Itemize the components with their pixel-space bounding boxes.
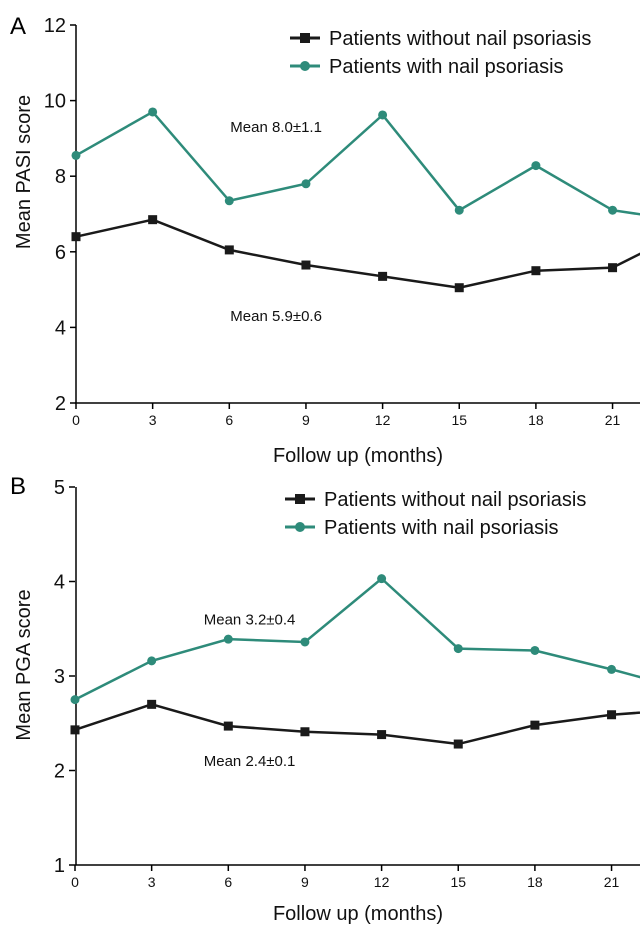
- panel-b-series: [70, 574, 640, 749]
- data-point-with-nail: [453, 644, 463, 654]
- panel-b-legend-without-nail: Patients without nail psoriasis: [324, 489, 586, 511]
- panel-a-legend-with-nail: Patients with nail psoriasis: [329, 56, 564, 78]
- legend-marker-square: [300, 33, 310, 43]
- x-tick-label: 15: [450, 874, 466, 890]
- panel-b-y-axis-title: Mean PGA score: [13, 589, 35, 740]
- panel-b-annotation-nail-mean: Mean 3.2±0.4: [204, 611, 296, 628]
- x-tick-label: 3: [148, 874, 156, 890]
- data-point-without-nail: [147, 699, 157, 709]
- data-point-without-nail: [378, 271, 388, 281]
- data-point-with-nail: [71, 150, 81, 160]
- y-tick-label: 3: [54, 666, 65, 688]
- panel-b-x-axis-title: Follow up (months): [273, 903, 443, 925]
- data-point-without-nail: [608, 263, 618, 273]
- y-tick-label: 6: [55, 242, 66, 264]
- x-tick-label: 21: [605, 412, 621, 428]
- panel-a-series: [71, 107, 640, 293]
- series-line-without-nail: [74, 703, 640, 746]
- x-tick-label: 0: [72, 412, 80, 428]
- data-point-without-nail: [300, 727, 310, 737]
- data-point-without-nail: [224, 245, 234, 255]
- data-point-with-nail: [377, 574, 387, 584]
- data-point-without-nail: [71, 232, 81, 242]
- data-point-without-nail: [148, 215, 158, 225]
- y-tick-label: 4: [54, 572, 65, 594]
- data-point-without-nail: [70, 725, 80, 735]
- panel-a-legend-without-nail: Patients without nail psoriasis: [329, 28, 591, 50]
- series-line-with-nail: [75, 110, 640, 216]
- x-tick-label: 21: [604, 874, 620, 890]
- legend-marker-circle: [300, 61, 310, 71]
- data-point-with-nail: [223, 634, 233, 644]
- data-point-with-nail: [378, 110, 388, 120]
- panel-a-x-ticks: 0 3 6 9 12 15 18 21: [72, 403, 621, 428]
- legend-marker-square: [295, 494, 305, 504]
- data-point-with-nail: [301, 179, 311, 189]
- data-point-without-nail: [223, 721, 233, 731]
- y-tick-label: 12: [44, 15, 66, 37]
- x-tick-label: 18: [527, 874, 543, 890]
- panel-b-legend: Patients without nail psoriasis Patients…: [285, 489, 586, 539]
- y-tick-label: 2: [54, 761, 65, 783]
- x-tick-label: 6: [225, 412, 233, 428]
- x-tick-label: 12: [374, 874, 390, 890]
- data-point-with-nail: [454, 205, 464, 215]
- data-point-with-nail: [224, 196, 234, 206]
- panel-b-x-ticks: 0 3 6 9 12 15 18 21: [71, 865, 620, 890]
- x-tick-label: 3: [149, 412, 157, 428]
- y-tick-label: 5: [54, 477, 65, 499]
- series-line-without-nail: [75, 218, 640, 289]
- x-tick-label: 9: [301, 874, 309, 890]
- panel-b-annotation-without-nail-mean: Mean 2.4±0.1: [204, 753, 296, 770]
- data-point-without-nail: [607, 710, 617, 720]
- y-tick-label: 4: [55, 317, 66, 339]
- x-tick-label: 9: [302, 412, 310, 428]
- panel-a-annotation-without-nail-mean: Mean 5.9±0.6: [230, 308, 322, 325]
- panel-a-y-ticks: 2 4 6 8 10 12: [44, 15, 76, 415]
- x-tick-label: 6: [224, 874, 232, 890]
- x-tick-label: 12: [375, 412, 391, 428]
- panel-a-letter: A: [10, 13, 26, 40]
- y-tick-label: 2: [55, 393, 66, 415]
- data-point-with-nail: [530, 645, 540, 655]
- y-tick-label: 8: [55, 166, 66, 188]
- data-point-with-nail: [70, 695, 80, 705]
- x-tick-label: 15: [451, 412, 467, 428]
- panel-a-y-axis-title: Mean PASI score: [13, 95, 35, 249]
- panel-b-letter: B: [10, 473, 26, 500]
- data-point-without-nail: [531, 266, 541, 276]
- data-point-with-nail: [147, 656, 157, 666]
- data-point-without-nail: [530, 720, 540, 730]
- legend-marker-circle: [295, 522, 305, 532]
- data-point-with-nail: [608, 205, 618, 215]
- panel-a-legend: Patients without nail psoriasis Patients…: [290, 28, 591, 78]
- panel-a-annotation-nail-mean: Mean 8.0±1.1: [230, 119, 322, 136]
- data-point-without-nail: [454, 283, 464, 293]
- y-tick-label: 10: [44, 91, 66, 113]
- panel-a-x-axis-title: Follow up (months): [273, 445, 443, 467]
- x-tick-label: 0: [71, 874, 79, 890]
- y-tick-label: 1: [54, 855, 65, 877]
- data-point-without-nail: [453, 739, 463, 749]
- x-tick-label: 18: [528, 412, 544, 428]
- data-point-without-nail: [301, 260, 311, 270]
- data-point-with-nail: [148, 107, 158, 117]
- series-line-with-nail: [74, 577, 640, 701]
- panel-b-legend-with-nail: Patients with nail psoriasis: [324, 517, 559, 539]
- panel-b-y-ticks: 1 2 3 4 5: [54, 477, 75, 877]
- data-point-with-nail: [607, 664, 617, 674]
- data-point-with-nail: [531, 161, 541, 171]
- data-point-with-nail: [300, 637, 310, 647]
- data-point-without-nail: [377, 730, 387, 740]
